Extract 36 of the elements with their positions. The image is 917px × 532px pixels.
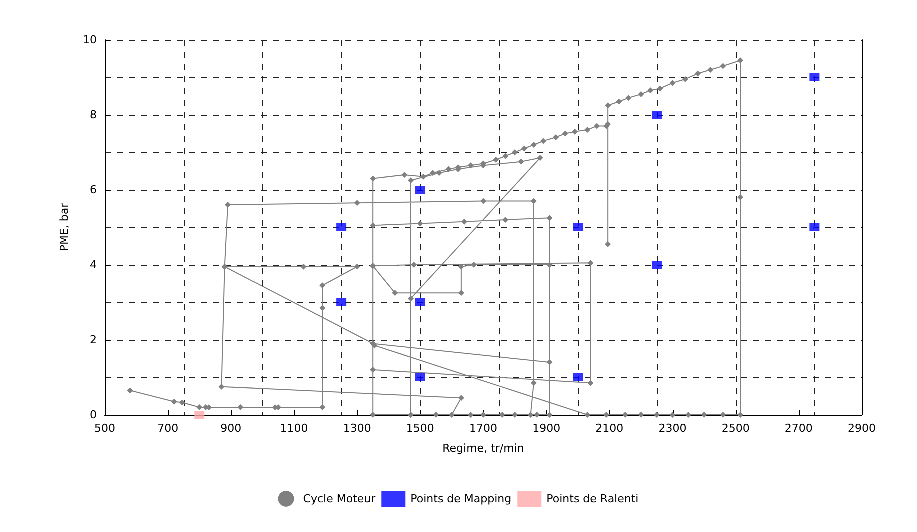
point	[810, 74, 820, 82]
y-tick-label: 0	[90, 408, 97, 422]
x-axis-title: Regime, tr/min	[442, 442, 524, 455]
x-tick-label: 900	[220, 422, 242, 435]
y-axis-title: PME, bar	[58, 202, 71, 252]
y-tick-label: 4	[90, 258, 97, 272]
y-tick-label: 2	[90, 334, 97, 346]
y-tick-label: 10	[83, 34, 97, 46]
x-tick-label: 2700	[784, 422, 813, 435]
point	[652, 111, 662, 119]
x-tick-label: 500	[94, 422, 116, 435]
x-tick-label: 1300	[343, 422, 372, 435]
legend-label: Cycle Moteur	[303, 492, 376, 506]
point	[194, 411, 205, 419]
x-tick-label: 1900	[532, 422, 561, 435]
legend-label: Points de Ralenti	[546, 492, 639, 506]
point	[573, 224, 584, 232]
x-tick-label: 2500	[722, 422, 750, 435]
x-tick-label: 1100	[280, 422, 308, 435]
point	[415, 374, 426, 382]
point	[573, 374, 584, 382]
point	[336, 224, 347, 232]
legend-label: Points de Mapping	[410, 492, 512, 506]
x-tick-label: 2100	[596, 422, 624, 435]
point	[415, 298, 426, 306]
point	[415, 186, 426, 194]
x-tick-label: 2300	[658, 422, 687, 435]
point	[810, 224, 820, 232]
point	[652, 261, 662, 269]
y-tick-label: 8	[90, 108, 97, 122]
x-tick-label: 1500	[406, 422, 434, 435]
x-tick-label: 1700	[470, 422, 498, 435]
y-tick-label: 6	[90, 184, 97, 196]
x-tick-label: 700	[158, 422, 179, 435]
point	[336, 298, 347, 306]
x-tick-label: 2900	[848, 422, 876, 435]
